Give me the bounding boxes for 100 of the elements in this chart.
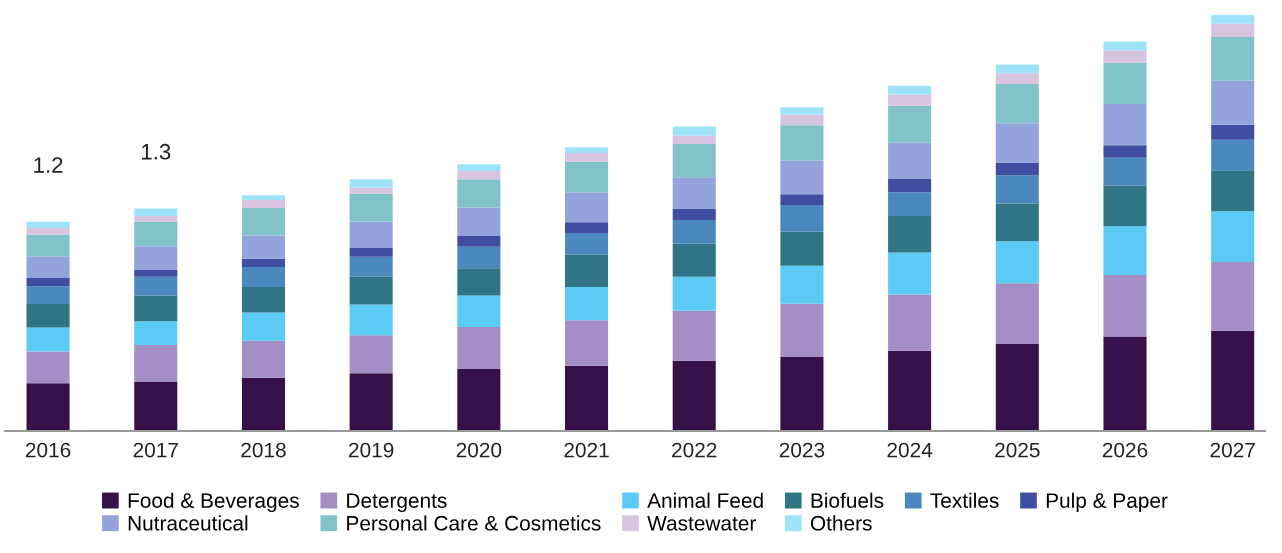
bar — [134, 215, 178, 222]
bar — [1211, 170, 1255, 212]
bar — [888, 350, 932, 431]
x-tick-label: 2023 — [779, 442, 825, 458]
bar — [888, 252, 932, 295]
bar — [1211, 37, 1255, 81]
bar — [672, 360, 716, 431]
bar — [995, 344, 1039, 431]
bar — [672, 276, 716, 311]
bar — [241, 340, 285, 378]
bar — [888, 294, 932, 351]
bar — [995, 123, 1039, 163]
bar — [780, 231, 824, 266]
bar — [672, 177, 716, 209]
bar — [134, 269, 178, 277]
bar — [349, 256, 393, 277]
bar — [780, 205, 824, 232]
bar — [1211, 124, 1255, 140]
bar — [780, 160, 824, 195]
bar — [457, 179, 501, 208]
x-tick-label: 2018 — [241, 442, 286, 458]
bar — [888, 105, 932, 143]
bar — [565, 320, 609, 366]
bar — [134, 276, 178, 296]
bar — [134, 381, 178, 431]
bar — [888, 142, 932, 179]
bar — [888, 192, 932, 216]
bar — [1211, 262, 1255, 331]
bar — [349, 335, 393, 374]
bar — [565, 192, 609, 223]
bar — [241, 258, 285, 268]
annotation: 1.3 — [142, 143, 171, 160]
bar — [1103, 62, 1147, 105]
bar — [888, 85, 932, 95]
bar — [565, 153, 609, 162]
bar — [134, 321, 178, 345]
bar — [26, 221, 70, 228]
x-tick-label: 2020 — [456, 442, 502, 458]
bar — [134, 208, 178, 216]
bar — [241, 195, 285, 201]
x-tick-label: 2022 — [672, 442, 717, 458]
bar — [1103, 275, 1147, 337]
legend-label: Personal Care & Cosmetics — [347, 515, 601, 531]
bar — [134, 221, 178, 247]
legend-label: Pulp & Paper — [1046, 492, 1168, 513]
bar — [672, 143, 716, 178]
bar — [565, 365, 609, 431]
legend-label: Biofuels — [811, 492, 884, 508]
bar — [565, 222, 609, 233]
bar — [349, 276, 393, 305]
bar — [780, 194, 824, 206]
bar — [565, 287, 609, 321]
bar — [241, 200, 285, 209]
bar — [26, 227, 70, 235]
legend-label: Nutraceutical — [128, 515, 248, 531]
bar — [1211, 23, 1255, 38]
bar — [995, 162, 1039, 176]
bar — [26, 383, 70, 431]
bar — [1103, 50, 1147, 63]
bar — [565, 254, 609, 288]
bar — [349, 247, 393, 257]
bar — [349, 179, 393, 188]
bar — [995, 64, 1039, 74]
bar — [780, 265, 824, 304]
bar — [241, 208, 285, 236]
bar — [1211, 80, 1255, 125]
bar — [241, 267, 285, 288]
bar — [1103, 145, 1147, 158]
bar — [1211, 15, 1255, 24]
bar — [780, 125, 824, 161]
bar — [26, 351, 70, 384]
bar — [26, 286, 70, 305]
bar — [349, 304, 393, 336]
bar — [672, 135, 716, 144]
x-tick-label: 2027 — [1210, 442, 1255, 458]
bar — [241, 287, 285, 313]
bar — [780, 356, 824, 431]
x-tick-label: 2017 — [133, 442, 178, 458]
legend-label: Food & Beverages — [128, 492, 299, 513]
bar — [241, 377, 285, 431]
legend-label: Wastewater — [647, 516, 757, 531]
bar — [1211, 139, 1255, 171]
bar — [1103, 104, 1147, 146]
bar — [457, 295, 501, 327]
bar — [888, 215, 932, 253]
bar — [1103, 336, 1147, 431]
bar — [995, 73, 1039, 85]
bar — [995, 175, 1039, 204]
bar — [134, 295, 178, 322]
bar — [26, 327, 70, 352]
bar — [457, 327, 501, 370]
bar — [995, 84, 1039, 124]
bar — [888, 94, 932, 106]
bar — [457, 369, 501, 431]
bar — [672, 208, 716, 221]
bar — [241, 235, 285, 259]
x-tick-label: 2026 — [1102, 442, 1148, 458]
bar — [134, 344, 178, 382]
legend-label: Detergents — [347, 493, 447, 513]
bar — [565, 232, 609, 255]
